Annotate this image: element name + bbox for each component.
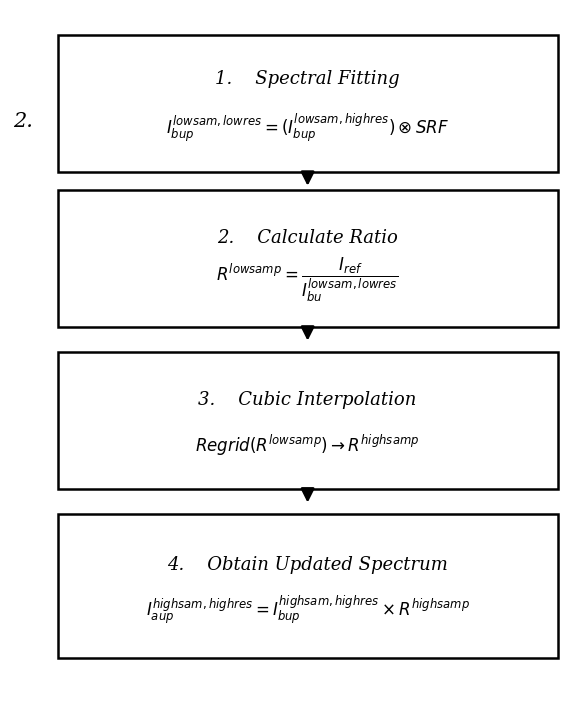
Text: 2.: 2. [13, 112, 33, 131]
Text: $I_{aup}^{highsam,highres} = I_{bup}^{highsam,highres} \times R^{highsamp}$: $I_{aup}^{highsam,highres} = I_{bup}^{hi… [145, 595, 470, 627]
FancyBboxPatch shape [58, 514, 558, 658]
Text: 3.    Cubic Interpolation: 3. Cubic Interpolation [198, 391, 417, 409]
Text: 4.    Obtain Updated Spectrum: 4. Obtain Updated Spectrum [167, 556, 448, 574]
Text: $R^{lowsamp} = \dfrac{I_{ref}}{I_{bu}^{lowsam,lowres}}$: $R^{lowsamp} = \dfrac{I_{ref}}{I_{bu}^{l… [216, 256, 399, 304]
Text: 1.    Spectral Fitting: 1. Spectral Fitting [215, 70, 400, 89]
FancyBboxPatch shape [58, 35, 558, 172]
FancyBboxPatch shape [58, 352, 558, 489]
Text: $I_{bup}^{lowsam,lowres} = (I_{bup}^{lowsam,highres}) \otimes SRF$: $I_{bup}^{lowsam,lowres} = (I_{bup}^{low… [166, 113, 449, 144]
FancyBboxPatch shape [58, 190, 558, 327]
Text: $Regrid(R^{lowsamp}) \rightarrow R^{highsamp}$: $Regrid(R^{lowsamp}) \rightarrow R^{high… [196, 433, 420, 458]
Text: 2.    Calculate Ratio: 2. Calculate Ratio [217, 229, 398, 247]
